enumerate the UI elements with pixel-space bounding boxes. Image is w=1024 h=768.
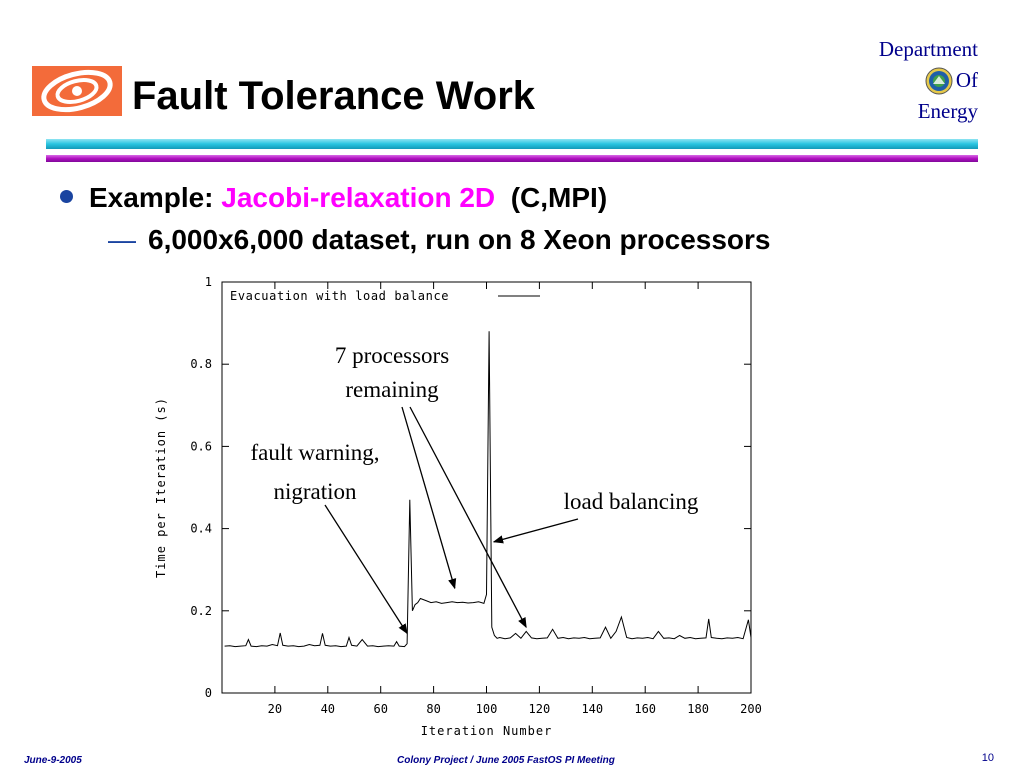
bullet-dataset-text: 6,000x6,000 dataset, run on 8 Xeon proce… (148, 224, 771, 255)
header-rule-cyan (46, 139, 978, 149)
header-rule-purple (46, 155, 978, 162)
x-tick-label: 200 (740, 702, 762, 716)
bullet-example: Example: Jacobi-relaxation 2D (C,MPI) (60, 180, 607, 216)
arrow-fault-warning (324, 504, 408, 635)
annotation-fault-line1: fault warning, (250, 440, 379, 465)
annotation-fault-line2: nigration (273, 479, 357, 504)
y-tick-label: 1 (205, 275, 212, 289)
footer-date: June-9-2005 (24, 755, 82, 766)
bullet-dataset: — 6,000x6,000 dataset, run on 8 Xeon proc… (108, 222, 771, 258)
x-tick-label: 140 (581, 702, 603, 716)
annotation-processors-line1: 7 processors (335, 343, 449, 368)
x-tick-label: 40 (321, 702, 335, 716)
arrow-processors-1 (401, 406, 457, 590)
doe-logo: Department Of Energy (848, 34, 978, 127)
arrow-processors-2 (409, 406, 527, 629)
bullet-example-prefix: Example: (89, 182, 222, 213)
doe-line-2: Of (955, 68, 978, 92)
page-number: 10 (981, 752, 994, 764)
x-tick-label: 120 (529, 702, 551, 716)
x-tick-label: 100 (476, 702, 498, 716)
x-tick-label: 160 (634, 702, 656, 716)
legend-label: Evacuation with load balance (230, 289, 449, 303)
y-tick-label: 0.6 (190, 439, 212, 453)
series-line (224, 331, 752, 648)
bullet-example-highlight: Jacobi-relaxation 2D (221, 182, 496, 213)
y-tick-label: 0 (205, 686, 212, 700)
x-axis-label: Iteration Number (421, 724, 553, 738)
arrow-load-balancing (492, 518, 579, 544)
doe-seal-icon (925, 67, 953, 94)
y-axis-label: Time per Iteration (s) (154, 397, 168, 578)
bullet-example-suffix: (C,MPI) (495, 182, 608, 213)
x-tick-label: 180 (687, 702, 709, 716)
x-tick-label: 80 (426, 702, 440, 716)
footer-center: Colony Project / June 2005 FastOS PI Mee… (397, 755, 615, 766)
x-tick-label: 60 (373, 702, 387, 716)
y-tick-label: 0.8 (190, 357, 212, 371)
doe-line-3: Energy (917, 99, 978, 123)
y-tick-label: 0.2 (190, 604, 212, 618)
annotation-load-balancing: load balancing (564, 489, 699, 514)
y-tick-label: 0.4 (190, 522, 212, 536)
annotation-processors-line2: remaining (345, 377, 439, 402)
x-tick-label: 20 (268, 702, 282, 716)
colony-logo (32, 66, 122, 116)
doe-line-1: Department (878, 37, 978, 61)
bullet-dot-icon (60, 190, 73, 204)
slide-title: Fault Tolerance Work (132, 74, 536, 118)
dash-icon: — (108, 224, 136, 255)
